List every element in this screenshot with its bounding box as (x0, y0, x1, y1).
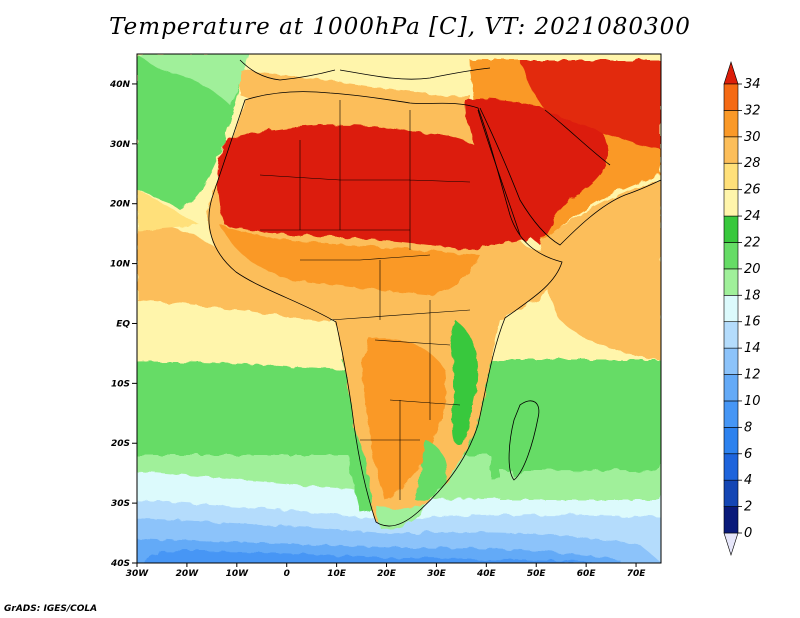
colorbar-swatch (723, 400, 739, 428)
colorbar-swatch (723, 189, 739, 217)
colorbar-swatch (723, 374, 739, 402)
lat-tick-label: 20S (111, 439, 130, 449)
arabian-sea-orange (540, 180, 661, 360)
lon-tick-label: 0 (284, 569, 290, 579)
colorbar-label: 24 (744, 209, 761, 224)
colorbar-swatch (723, 268, 739, 296)
east-africa-green (450, 320, 479, 444)
colorbar-swatch (723, 162, 739, 190)
iran-hot (520, 60, 661, 150)
map-frame (136, 53, 662, 564)
colorbar-swatch (723, 347, 739, 375)
colorbar-label: 32 (744, 103, 761, 118)
indian-ocean-lightgreen (500, 470, 661, 500)
colorbar-label: 8 (744, 420, 752, 435)
lon-tick-label: 70E (627, 569, 647, 579)
colorbar-label: 2 (744, 500, 752, 515)
madagascar-land (510, 401, 539, 478)
colorbar-label: 18 (744, 288, 761, 303)
band-south-darkblue (141, 551, 600, 563)
sahara-hot (217, 124, 545, 250)
lat-tick-label: 10N (110, 260, 131, 270)
europe-coast (339, 67, 491, 80)
map-title: Temperature at 1000hPa [C], VT: 20210803… (109, 14, 691, 40)
colorbar-label: 12 (744, 368, 761, 383)
lon-tick-label: 50E (527, 569, 547, 579)
lon-tick-label: 30E (427, 569, 447, 579)
madagascar-coast (508, 400, 540, 481)
colorbar-swatch (723, 321, 739, 349)
lat-tick-label: EQ (116, 319, 130, 329)
lon-tick-label: 40E (476, 569, 497, 579)
lon-tick-label: 10W (226, 569, 250, 579)
borders (259, 100, 471, 500)
colorbar-bottom-triangle (723, 532, 739, 556)
lat-tick-label: 30S (111, 499, 130, 509)
colorbar-label: 34 (744, 77, 761, 92)
colorbar-swatch (723, 136, 739, 164)
lon-tick-label: 20E (377, 569, 397, 579)
africa-coastline (208, 91, 563, 527)
colorbar-label: 4 (744, 473, 752, 488)
lat-tick-label: 20N (110, 200, 131, 210)
north-atlantic-lightgreen (137, 54, 250, 105)
lon-tick-label: 60E (577, 569, 597, 579)
credit-text: GrADS: IGES/COLA (4, 604, 98, 614)
atlantic-orange (137, 220, 330, 322)
colorbar-label: 30 (744, 130, 761, 145)
colorbar-label: 20 (744, 262, 761, 277)
lon-tick-label: 10E (327, 569, 347, 579)
colorbar-label: 0 (744, 526, 752, 541)
north-atlantic-yellow (137, 190, 200, 230)
arabia-coastline (479, 107, 661, 246)
coastlines (208, 59, 661, 527)
red-sea (477, 109, 521, 236)
colorbar-swatch (723, 427, 739, 455)
lat-tick-label: 10S (111, 379, 130, 389)
colorbar-swatch (723, 215, 739, 243)
gulf-coast (544, 109, 611, 166)
colorbar-label: 22 (744, 235, 761, 250)
colorbar-top-triangle (723, 61, 739, 85)
angola-orange (363, 338, 447, 500)
iberia-coast (239, 59, 336, 81)
colorbar-swatch (723, 83, 739, 111)
colorbar-swatch (723, 479, 739, 507)
colorbar-label: 28 (744, 156, 761, 171)
cape-lightgreen (375, 505, 425, 529)
arabia-hot (465, 99, 609, 245)
lat-tick-label: 40N (109, 80, 131, 90)
colorbar-swatch (723, 506, 739, 534)
colorbar-label: 10 (744, 394, 761, 409)
lon-tick-label: 30W (126, 569, 150, 579)
lat-tick-label: 40S (110, 559, 130, 569)
mozambique-green (415, 440, 447, 502)
lon-tick-label: 20W (176, 569, 200, 579)
colorbar-label: 16 (744, 315, 761, 330)
lat-tick-label: 30N (110, 140, 131, 150)
colorbar-swatch (723, 294, 739, 323)
south-africa-green (345, 430, 372, 512)
colorbar-label: 14 (744, 341, 761, 356)
colorbar-label: 6 (744, 447, 752, 462)
colorbar-swatch (723, 453, 739, 481)
colorbar-swatch (723, 242, 739, 270)
atlantic-yellow (137, 300, 345, 370)
colorbar-label: 26 (744, 183, 761, 198)
colorbar-swatch (723, 110, 739, 138)
